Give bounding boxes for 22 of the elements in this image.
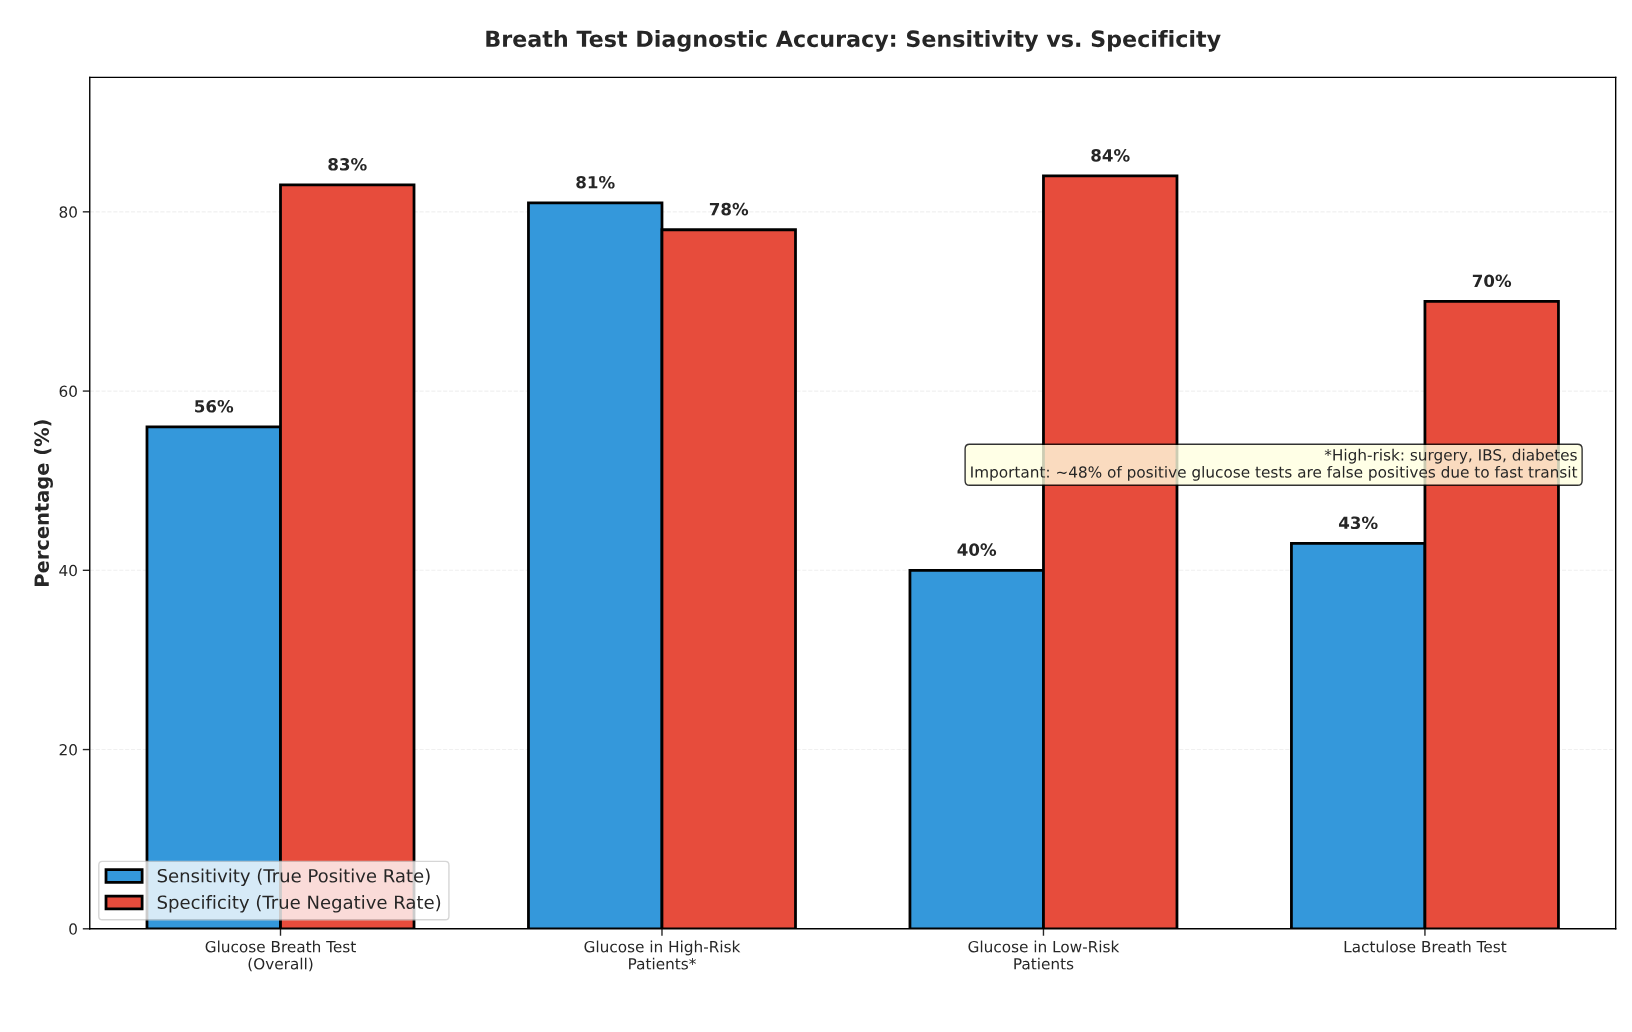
x-tick-label: Glucose in Low-Risk Patients	[968, 940, 1120, 970]
data-label: 70%	[1472, 274, 1512, 288]
x-tick-label: Glucose Breath Test (Overall)	[205, 940, 356, 972]
annotation: *High-risk: surgery, IBS, diabetes Important: ~48% of positive glucose tests are false positives due to fast transit	[971, 448, 1578, 481]
data-label: 81%	[576, 175, 615, 189]
data-label: 84%	[1091, 149, 1130, 162]
legend-label: Sensitivity (True Positive Rate)	[157, 868, 430, 887]
y-tick-label: 0	[69, 923, 77, 935]
y-tick-label: 40	[59, 564, 77, 577]
legend-label: Specificity (True Negative Rate)	[157, 895, 441, 913]
x-tick-label: Lactulose Breath Test	[1344, 940, 1507, 953]
data-label: 43%	[1338, 516, 1378, 530]
y-tick-label: 60	[59, 385, 77, 398]
data-label: 83%	[328, 158, 367, 171]
data-label: 78%	[709, 202, 749, 216]
y-axis-title: Percentage (%)	[34, 420, 53, 586]
y-tick-label: 80	[59, 206, 77, 218]
x-tick-label: Glucose in High-Risk Patients*	[584, 940, 741, 970]
chart-title: Breath Test Diagnostic Accuracy: Sensitivity vs. Specificity	[486, 29, 1221, 52]
y-tick-label: 20	[59, 744, 77, 756]
data-label: 40%	[957, 543, 997, 556]
data-label: 56%	[195, 399, 234, 413]
